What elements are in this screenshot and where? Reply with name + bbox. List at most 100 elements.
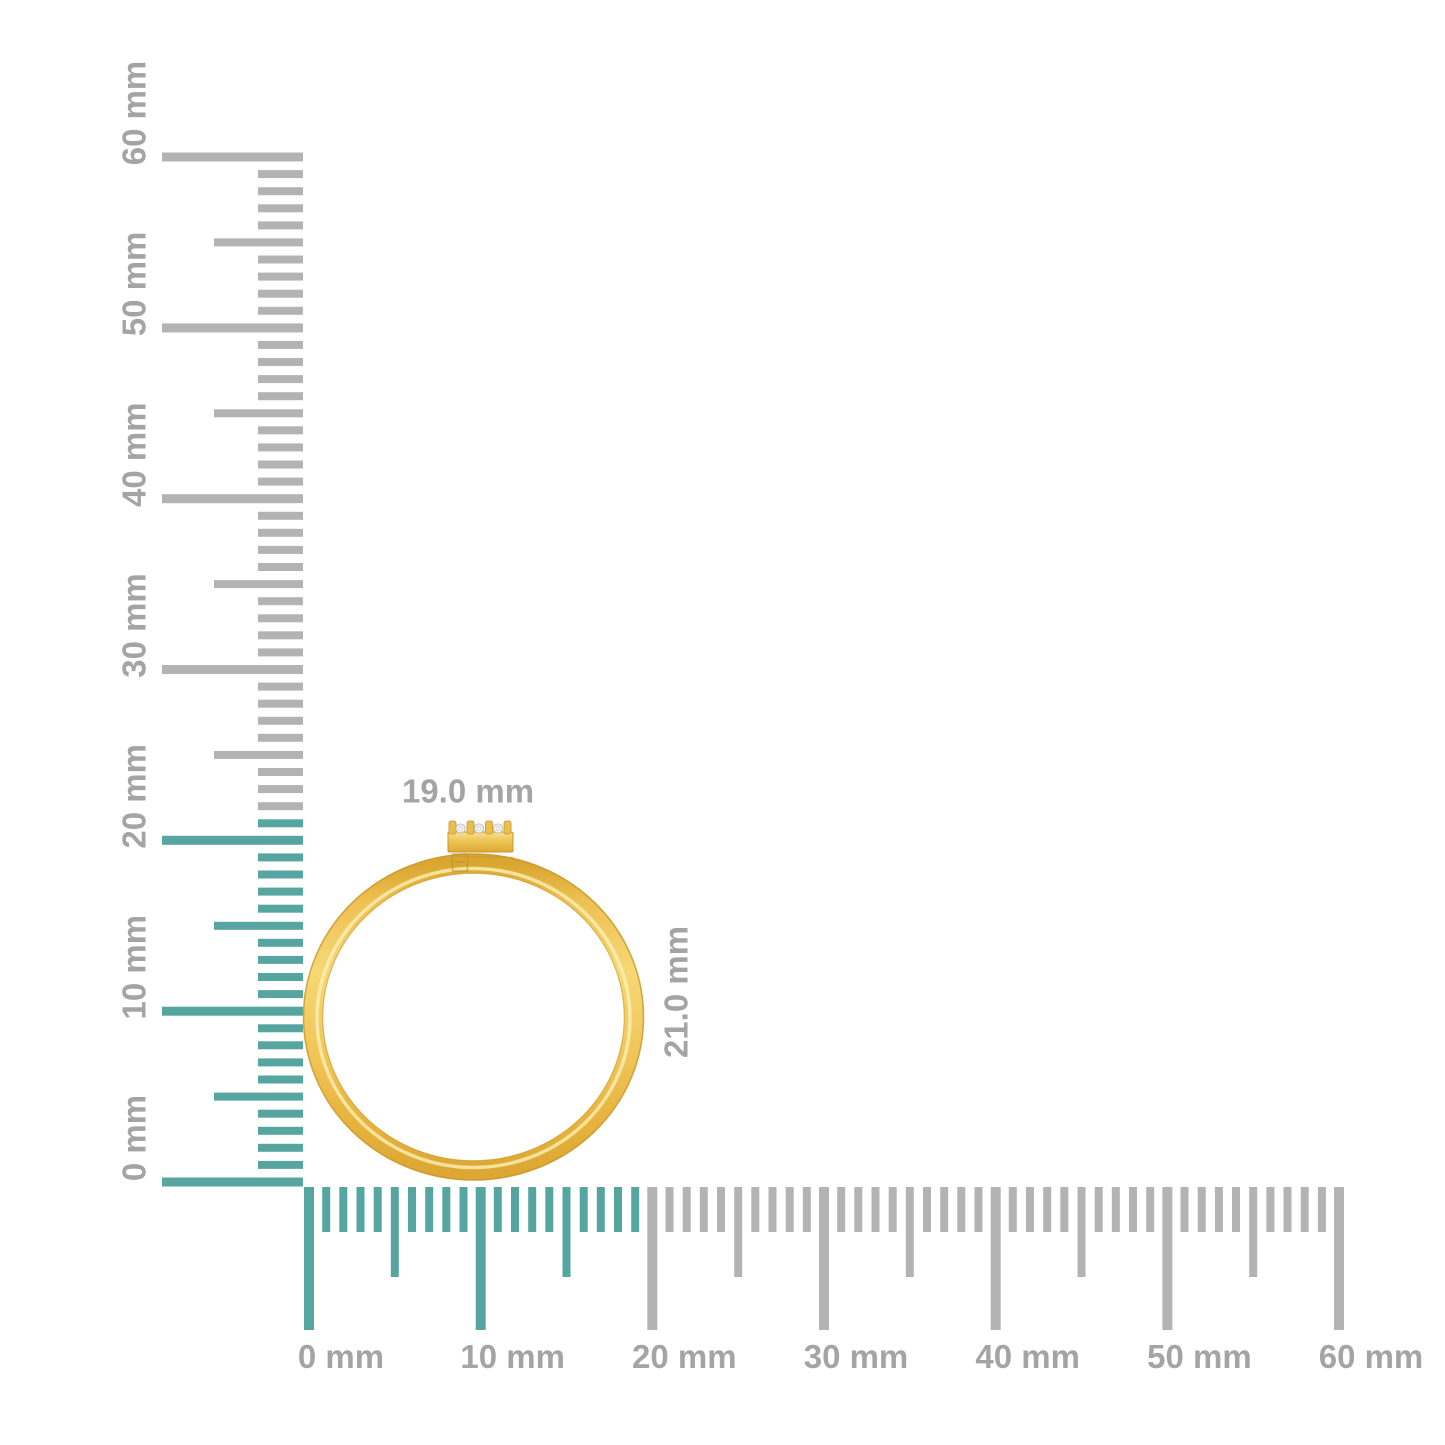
v-tick-24mm (258, 768, 303, 776)
h-label-0mm: 0 mm (298, 1338, 384, 1375)
h-tick-34mm (888, 1187, 897, 1232)
h-tick-25mm (734, 1187, 743, 1277)
v-tick-42mm (258, 460, 303, 469)
h-tick-44mm (1060, 1187, 1069, 1232)
h-tick-3mm (356, 1187, 365, 1232)
ring-width-dimension-label: 19.0 mm (402, 773, 534, 810)
v-label-20mm: 20 mm (116, 744, 153, 849)
h-tick-39mm (974, 1187, 983, 1232)
ring-prongs (448, 820, 512, 835)
ring-band (303, 853, 644, 1181)
v-tick-12mm (258, 973, 303, 981)
v-tick-47mm (258, 375, 303, 384)
v-tick-51mm (258, 306, 303, 315)
v-tick-25mm (214, 750, 303, 759)
h-tick-42mm (1026, 1187, 1034, 1232)
h-tick-35mm (905, 1187, 914, 1277)
v-tick-10mm (162, 1006, 303, 1016)
v-tick-21mm (258, 819, 303, 828)
h-tick-53mm (1214, 1187, 1223, 1232)
h-tick-17mm (596, 1187, 605, 1232)
horizontal-ruler (304, 1187, 1344, 1330)
v-tick-45mm (214, 409, 303, 418)
v-tick-27mm (258, 716, 303, 725)
v-tick-7mm (258, 1058, 303, 1067)
ring-height-dimension-label: 21.0 mm (658, 926, 695, 1058)
v-tick-26mm (258, 733, 303, 742)
v-tick-16mm (258, 904, 303, 913)
v-tick-3mm (258, 1126, 303, 1135)
v-tick-39mm (258, 511, 303, 520)
v-tick-36mm (258, 563, 303, 571)
v-tick-50mm (162, 323, 303, 333)
h-tick-19mm (631, 1187, 640, 1232)
v-tick-23mm (258, 785, 303, 794)
v-tick-60mm (162, 152, 303, 162)
h-tick-43mm (1043, 1187, 1052, 1232)
v-tick-1mm (258, 1160, 303, 1169)
h-tick-32mm (854, 1187, 863, 1232)
h-tick-52mm (1197, 1187, 1206, 1232)
h-tick-10mm (475, 1187, 486, 1330)
h-tick-8mm (442, 1187, 451, 1232)
v-tick-34mm (258, 597, 303, 606)
v-tick-29mm (258, 682, 303, 691)
v-tick-4mm (258, 1109, 303, 1118)
h-label-20mm: 20 mm (632, 1338, 737, 1375)
h-tick-50mm (1162, 1187, 1173, 1330)
v-tick-44mm (258, 426, 303, 435)
v-tick-41mm (258, 477, 303, 486)
diamond-accents (455, 823, 504, 834)
h-tick-1mm (322, 1187, 331, 1232)
h-tick-20mm (647, 1187, 658, 1330)
h-tick-13mm (528, 1187, 537, 1232)
h-tick-7mm (425, 1187, 434, 1232)
v-label-30mm: 30 mm (116, 573, 153, 678)
v-tick-53mm (258, 272, 303, 281)
ring-band-highlight (315, 866, 632, 1170)
h-tick-27mm (768, 1187, 777, 1232)
h-tick-57mm (1283, 1187, 1292, 1232)
h-tick-45mm (1077, 1187, 1086, 1277)
v-tick-59mm (258, 170, 303, 179)
v-tick-55mm (214, 238, 303, 247)
v-tick-0mm (162, 1177, 303, 1187)
h-tick-15mm (562, 1187, 571, 1277)
h-tick-5mm (390, 1187, 399, 1277)
h-tick-47mm (1111, 1187, 1120, 1232)
v-tick-58mm (258, 187, 303, 196)
h-tick-2mm (339, 1187, 348, 1232)
v-tick-31mm (258, 648, 303, 657)
v-label-0mm: 0 mm (116, 1095, 153, 1181)
v-tick-43mm (258, 443, 303, 452)
h-label-60mm: 60 mm (1319, 1338, 1424, 1375)
h-tick-23mm (699, 1187, 708, 1232)
h-tick-33mm (871, 1187, 880, 1232)
horizontal-ruler-labels: 0 mm 10 mm 20 mm 30 mm 40 mm 50 mm 60 mm (298, 1338, 1423, 1375)
h-tick-59mm (1317, 1187, 1326, 1232)
v-tick-13mm (258, 955, 303, 964)
v-tick-11mm (258, 990, 303, 999)
h-label-50mm: 50 mm (1147, 1338, 1252, 1375)
h-tick-4mm (373, 1187, 382, 1232)
vertical-ruler (162, 152, 303, 1187)
v-tick-9mm (258, 1024, 303, 1033)
h-tick-30mm (819, 1187, 829, 1330)
v-label-60mm: 60 mm (116, 61, 153, 166)
v-tick-57mm (258, 204, 303, 213)
h-tick-28mm (785, 1187, 794, 1232)
h-tick-29mm (802, 1187, 811, 1232)
h-label-40mm: 40 mm (975, 1338, 1080, 1375)
h-tick-11mm (493, 1187, 502, 1232)
v-tick-54mm (258, 255, 303, 264)
v-tick-32mm (258, 631, 303, 640)
v-tick-40mm (162, 494, 303, 504)
h-tick-6mm (408, 1187, 416, 1232)
v-label-50mm: 50 mm (116, 232, 153, 337)
h-tick-0mm (304, 1187, 314, 1330)
v-tick-15mm (214, 921, 303, 930)
vertical-ruler-labels: 0 mm 10 mm 20 mm 30 mm 40 mm 50 mm 60 mm (116, 61, 153, 1181)
v-tick-18mm (258, 870, 303, 879)
